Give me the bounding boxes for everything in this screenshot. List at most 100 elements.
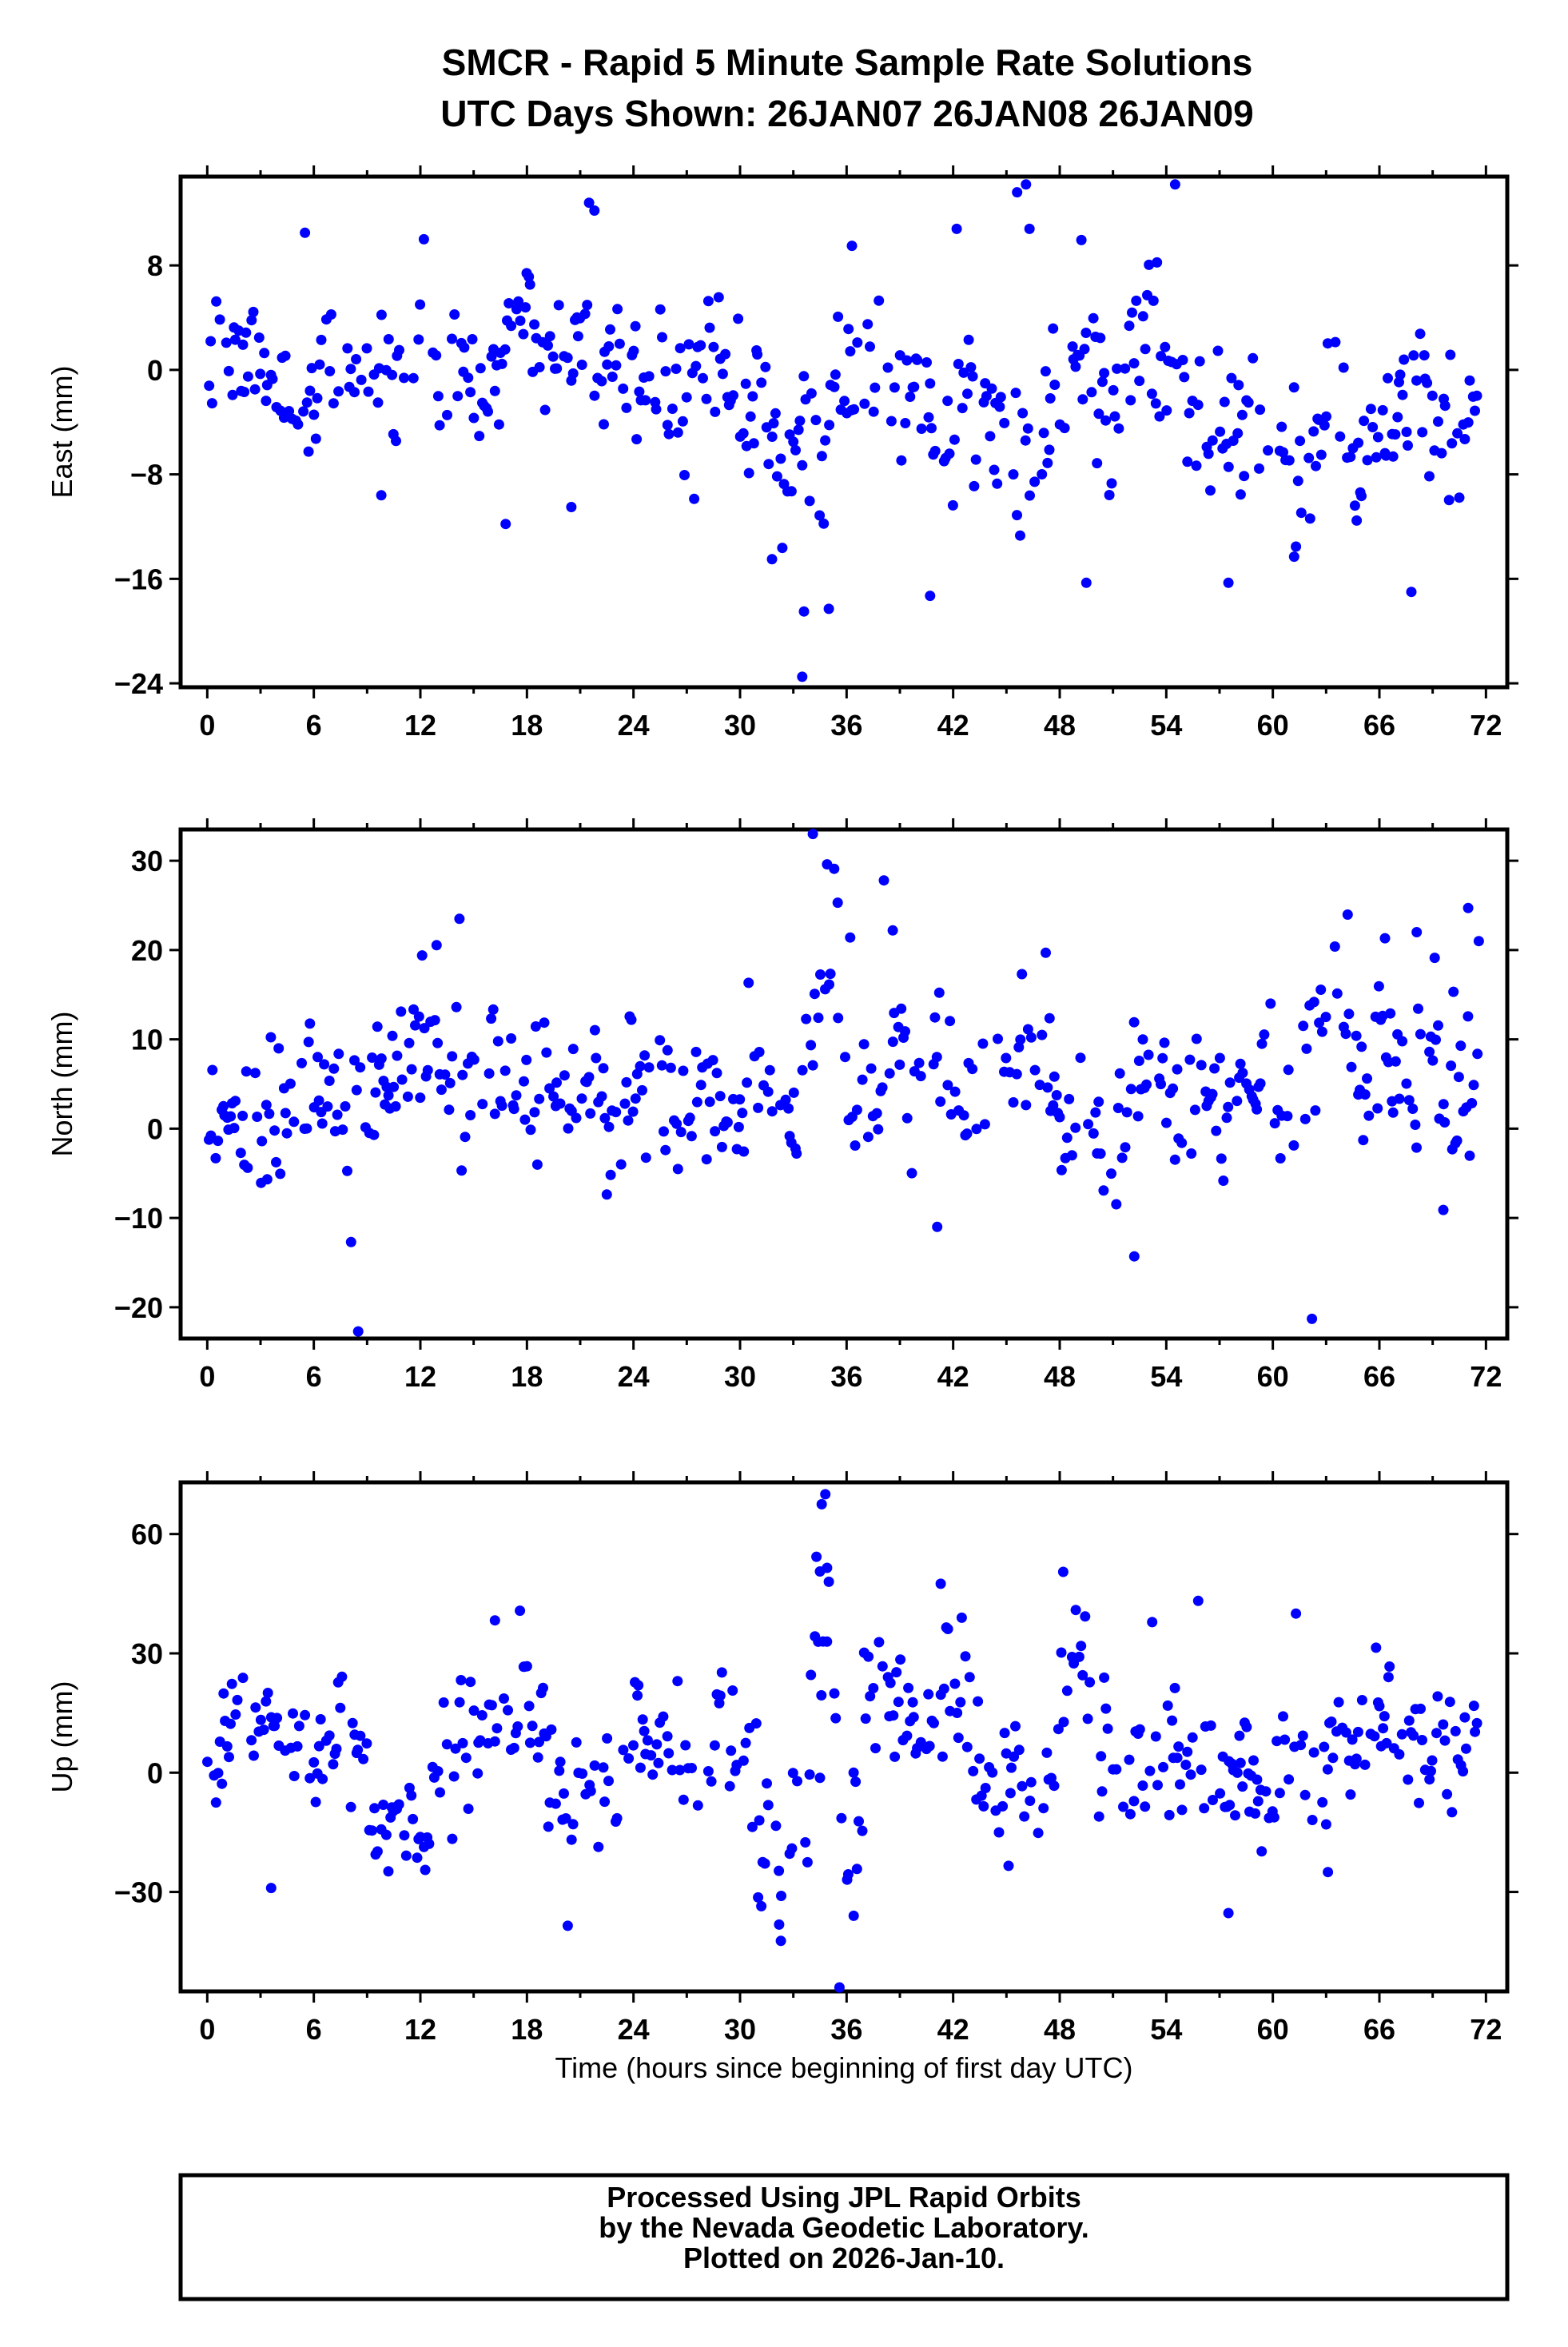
up-data-point <box>956 1612 967 1623</box>
north-data-point <box>1282 1111 1293 1122</box>
north-data-point <box>738 1146 750 1157</box>
up-data-point <box>1308 1747 1319 1758</box>
up-x-tick-label: 24 <box>618 2013 650 2046</box>
east-data-point <box>304 385 316 396</box>
up-data-point <box>324 1730 335 1741</box>
up-data-point <box>577 1768 588 1779</box>
east-data-point <box>1038 428 1049 439</box>
east-data-point <box>468 412 480 424</box>
east-data-point <box>1295 436 1306 447</box>
east-data-point <box>995 392 1006 403</box>
east-data-point <box>221 337 232 348</box>
up-data-point <box>246 1735 257 1746</box>
up-data-point <box>347 1717 358 1728</box>
up-data-point <box>953 1732 964 1744</box>
east-data-point <box>916 424 927 434</box>
east-data-point <box>698 372 708 384</box>
north-data-point <box>695 1080 706 1091</box>
east-data-point <box>679 470 690 480</box>
east-data-point <box>602 359 613 370</box>
north-data-point <box>627 1106 639 1117</box>
up-data-point <box>1058 1716 1069 1728</box>
north-outlier-point <box>829 863 840 874</box>
up-data-point <box>450 1743 461 1754</box>
north-x-tick-label: 54 <box>1150 1360 1182 1393</box>
up-data-point <box>889 1751 901 1762</box>
up-data-point <box>651 1739 663 1750</box>
up-data-point <box>1252 1774 1263 1785</box>
north-data-point <box>567 1044 579 1055</box>
east-data-point <box>868 406 879 417</box>
up-data-point <box>313 1740 324 1752</box>
east-outlier-point <box>925 591 936 602</box>
up-data-point <box>1084 1677 1096 1688</box>
north-data-point <box>1141 1079 1152 1090</box>
up-data-point <box>1326 1716 1337 1727</box>
east-data-point <box>467 334 478 344</box>
east-data-point <box>900 418 911 428</box>
east-data-point <box>865 341 875 352</box>
north-data-point <box>376 1053 387 1064</box>
north-data-point <box>387 1030 398 1041</box>
north-data-point <box>640 1152 651 1164</box>
north-data-point <box>678 1065 689 1076</box>
north-data-point <box>1121 1107 1132 1118</box>
up-data-point <box>532 1752 543 1763</box>
up-data-point <box>680 1740 691 1751</box>
east-data-point <box>306 363 317 374</box>
east-data-point <box>640 395 651 406</box>
east-data-point <box>1077 394 1088 405</box>
north-data-point <box>408 1004 419 1015</box>
east-data-point <box>1120 363 1131 374</box>
north-data-point <box>333 1048 344 1060</box>
east-data-point <box>1395 369 1406 380</box>
up-data-point <box>637 1714 648 1725</box>
north-x-tick-label: 24 <box>618 1360 650 1393</box>
north-data-point <box>623 1115 634 1126</box>
up-data-point <box>653 1757 664 1768</box>
east-data-point <box>756 377 767 388</box>
east-outlier-point <box>766 554 778 565</box>
north-data-point <box>1467 1098 1478 1108</box>
up-data-point <box>1447 1807 1458 1818</box>
up-data-point <box>863 1651 874 1662</box>
up-data-point <box>472 1768 484 1779</box>
up-data-point <box>589 1760 600 1771</box>
north-data-point <box>264 1108 275 1120</box>
up-data-point <box>678 1794 689 1805</box>
up-data-point <box>923 1689 934 1700</box>
east-outlier-point <box>300 227 311 238</box>
up-data-point <box>1384 1661 1395 1672</box>
east-data-point <box>1067 341 1078 352</box>
up-x-tick-label: 60 <box>1257 2013 1289 2046</box>
north-data-point <box>801 1013 812 1024</box>
east-data-point <box>1335 431 1346 442</box>
east-data-point <box>1377 404 1388 416</box>
north-data-point <box>722 1117 733 1128</box>
up-data-point <box>868 1683 879 1693</box>
up-data-point <box>1175 1779 1185 1790</box>
up-data-point <box>406 1790 417 1801</box>
north-data-point <box>901 1112 913 1124</box>
up-data-point <box>1006 1762 1017 1773</box>
north-data-point <box>1066 1150 1077 1161</box>
up-data-point <box>1077 1669 1088 1681</box>
east-data-point <box>1152 257 1163 268</box>
up-data-point <box>1025 1776 1037 1788</box>
north-data-point <box>1320 1012 1331 1023</box>
north-data-point <box>312 1052 323 1063</box>
north-data-point <box>1372 1103 1383 1114</box>
north-data-point <box>1387 1107 1399 1118</box>
up-data-point <box>1297 1730 1308 1741</box>
footer-line2: by the Nevada Geodetic Laboratory. <box>599 2211 1089 2244</box>
east-data-point <box>634 386 645 397</box>
north-data-point <box>210 1152 221 1164</box>
east-data-point <box>885 416 897 427</box>
up-data-point <box>1248 1755 1259 1766</box>
north-x-tick-label: 66 <box>1363 1360 1395 1393</box>
east-data-point <box>839 396 850 407</box>
east-data-point <box>447 333 457 344</box>
north-data-point <box>406 1064 417 1075</box>
east-data-point <box>255 368 266 380</box>
east-data-point <box>1243 397 1254 408</box>
